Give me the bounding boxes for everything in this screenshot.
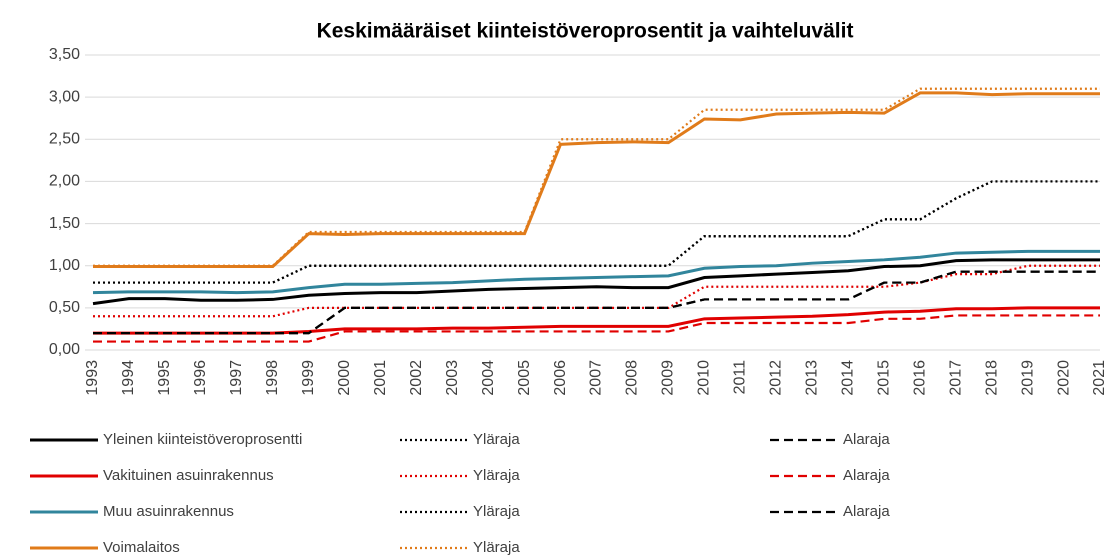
x-tick-label: 1998: [264, 360, 281, 396]
series-line: [93, 314, 1100, 343]
x-tick-label: 2001: [372, 360, 389, 396]
y-tick-label: 2,50: [49, 131, 80, 148]
x-tick-label: 1997: [228, 360, 245, 396]
x-tick-label: 2013: [804, 360, 821, 396]
y-tick-label: 0,00: [49, 341, 80, 358]
legend-label: Alaraja: [843, 431, 890, 448]
x-tick-label: 2015: [875, 360, 892, 396]
x-tick-label: 2005: [516, 360, 533, 396]
x-tick-label: 2021: [1091, 360, 1108, 396]
chart-title: Keskimääräiset kiinteistöveroprosentit j…: [317, 20, 854, 43]
y-tick-label: 0,50: [49, 299, 80, 316]
y-tick-label: 3,00: [49, 88, 80, 105]
x-tick-label: 2018: [983, 360, 1000, 396]
legend-label: Yläraja: [473, 539, 520, 556]
x-tick-label: 2014: [839, 360, 856, 396]
x-tick-label: 2009: [660, 360, 677, 396]
series-line: [93, 306, 1100, 335]
x-tick-label: 2000: [336, 360, 353, 396]
x-tick-label: 2003: [444, 360, 461, 396]
y-tick-label: 2,00: [49, 173, 80, 190]
series-line: [93, 270, 1100, 335]
x-tick-label: 2016: [911, 360, 928, 396]
x-tick-label: 1996: [192, 360, 209, 396]
x-tick-label: 2004: [480, 360, 497, 396]
x-tick-label: 2019: [1019, 360, 1036, 396]
x-tick-label: 2017: [947, 360, 964, 396]
legend-label: Yläraja: [473, 503, 520, 520]
x-tick-label: 1994: [120, 360, 137, 396]
x-tick-label: 2007: [588, 360, 605, 396]
x-tick-label: 1993: [84, 360, 101, 396]
series-line: [93, 91, 1100, 269]
series-line: [93, 264, 1100, 318]
y-tick-label: 1,00: [49, 257, 80, 274]
series-line: [93, 87, 1100, 267]
y-tick-label: 3,50: [49, 46, 80, 63]
legend-label: Muu asuinrakennus: [103, 503, 234, 520]
x-tick-label: 1999: [300, 360, 317, 396]
x-tick-label: 2010: [696, 360, 713, 396]
x-tick-label: 2002: [408, 360, 425, 396]
x-tick-label: 2008: [624, 360, 641, 396]
x-tick-label: 2012: [768, 360, 785, 396]
series-line: [92, 258, 1100, 306]
legend-label: Alaraja: [843, 467, 890, 484]
y-tick-label: 1,50: [49, 215, 80, 232]
x-tick-label: 2006: [552, 360, 569, 396]
series-line: [93, 270, 1100, 335]
x-tick-label: 1995: [156, 360, 173, 396]
x-tick-label: 2020: [1055, 360, 1072, 396]
legend-label: Alaraja: [843, 503, 890, 520]
legend-label: Vakituinen asuinrakennus: [103, 467, 274, 484]
series-line: [92, 249, 1100, 295]
legend-label: Yläraja: [473, 431, 520, 448]
legend-label: Voimalaitos: [103, 539, 180, 556]
legend-label: Yläraja: [473, 467, 520, 484]
x-tick-label: 2011: [732, 360, 749, 395]
legend-label: Yleinen kiinteistöveroprosentti: [103, 431, 302, 448]
